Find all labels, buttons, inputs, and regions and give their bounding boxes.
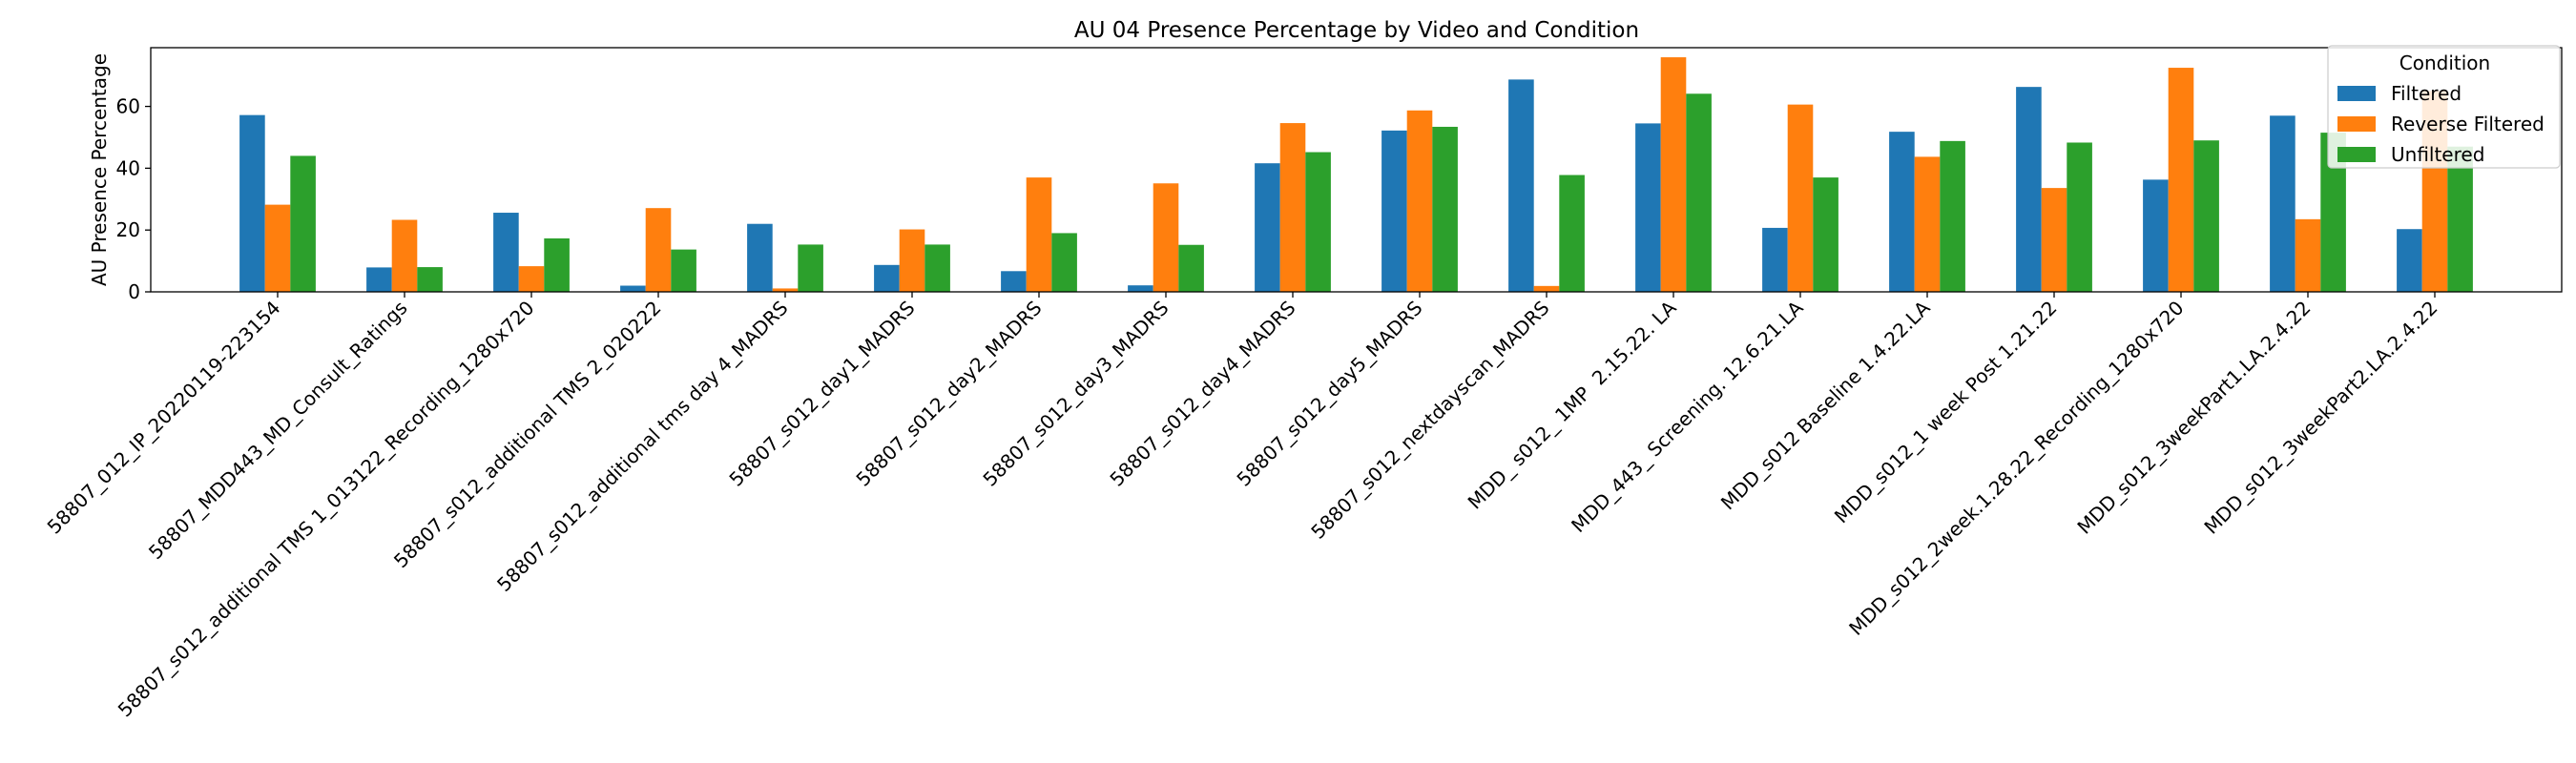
y-tick-label: 20 [116, 218, 140, 241]
bar-reverse-filtered-4 [772, 288, 799, 292]
chart-title: AU 04 Presence Percentage by Video and C… [1074, 18, 1639, 43]
bar-unfiltered-5 [924, 244, 950, 292]
bar-reverse-filtered-9 [1406, 110, 1433, 292]
bar-filtered-6 [1001, 271, 1027, 292]
bar-unfiltered-15 [2193, 140, 2219, 292]
legend-box [2327, 45, 2561, 169]
legend-swatch-reverse-filtered [2337, 116, 2376, 132]
bar-reverse-filtered-11 [1660, 57, 1687, 292]
bar-unfiltered-6 [1051, 233, 1077, 292]
legend-swatch-unfiltered [2337, 147, 2376, 162]
bar-filtered-9 [1381, 130, 1407, 292]
bar-reverse-filtered-12 [1787, 104, 1814, 292]
legend-title: Condition [2399, 52, 2490, 74]
bars-layer [239, 57, 2473, 293]
y-tick-label: 60 [116, 95, 140, 118]
bar-filtered-1 [366, 267, 392, 292]
bar-reverse-filtered-6 [1026, 177, 1052, 292]
bar-filtered-14 [2016, 87, 2042, 293]
legend-label-filtered: Filtered [2391, 82, 2462, 105]
legend: Condition Filtered Reverse Filtered Unfilte… [2327, 45, 2561, 169]
bar-reverse-filtered-13 [1914, 156, 1941, 292]
bar-filtered-16 [2270, 115, 2296, 292]
bar-filtered-13 [1889, 132, 1915, 292]
bar-unfiltered-13 [1940, 140, 1965, 292]
bar-unfiltered-4 [798, 244, 823, 292]
bar-reverse-filtered-5 [899, 229, 925, 292]
bar-filtered-7 [1128, 285, 1153, 292]
bar-unfiltered-9 [1432, 126, 1458, 292]
bar-filtered-8 [1255, 163, 1280, 292]
bar-filtered-0 [239, 114, 265, 292]
bar-unfiltered-10 [1559, 175, 1585, 292]
legend-label-unfiltered: Unfiltered [2391, 143, 2484, 166]
bar-filtered-12 [1762, 227, 1788, 292]
bar-reverse-filtered-16 [2295, 218, 2321, 292]
bar-reverse-filtered-0 [264, 204, 291, 292]
bar-filtered-3 [620, 285, 646, 292]
bar-unfiltered-17 [2447, 146, 2473, 292]
bar-unfiltered-7 [1178, 244, 1204, 292]
bar-reverse-filtered-1 [391, 219, 418, 292]
y-tick-label: 0 [128, 280, 140, 303]
bar-filtered-17 [2397, 229, 2422, 292]
bar-filtered-10 [1508, 79, 1534, 292]
bar-reverse-filtered-2 [518, 266, 545, 292]
bar-unfiltered-1 [417, 267, 443, 292]
bar-unfiltered-8 [1305, 152, 1331, 292]
bar-filtered-5 [874, 264, 900, 292]
bar-reverse-filtered-14 [2041, 188, 2067, 292]
legend-swatch-filtered [2337, 86, 2376, 101]
bar-unfiltered-0 [290, 155, 316, 292]
bar-reverse-filtered-7 [1153, 183, 1179, 292]
bar-unfiltered-14 [2067, 142, 2092, 292]
bar-filtered-2 [493, 213, 519, 292]
plot-frame [150, 47, 2563, 293]
y-axis-label: AU Presence Percentage [88, 53, 111, 286]
bar-reverse-filtered-15 [2168, 68, 2194, 292]
bar-unfiltered-2 [544, 237, 570, 292]
bar-filtered-4 [747, 223, 773, 292]
bar-filtered-11 [1635, 123, 1661, 292]
bar-reverse-filtered-3 [645, 208, 672, 292]
bar-unfiltered-12 [1813, 177, 1839, 292]
bar-reverse-filtered-8 [1279, 123, 1306, 292]
bar-unfiltered-11 [1686, 93, 1712, 292]
bar-reverse-filtered-10 [1533, 285, 1560, 292]
bar-filtered-15 [2143, 179, 2169, 292]
legend-label-reverse-filtered: Reverse Filtered [2391, 113, 2545, 135]
y-tick-label: 40 [116, 156, 140, 179]
bar-unfiltered-3 [671, 249, 696, 292]
